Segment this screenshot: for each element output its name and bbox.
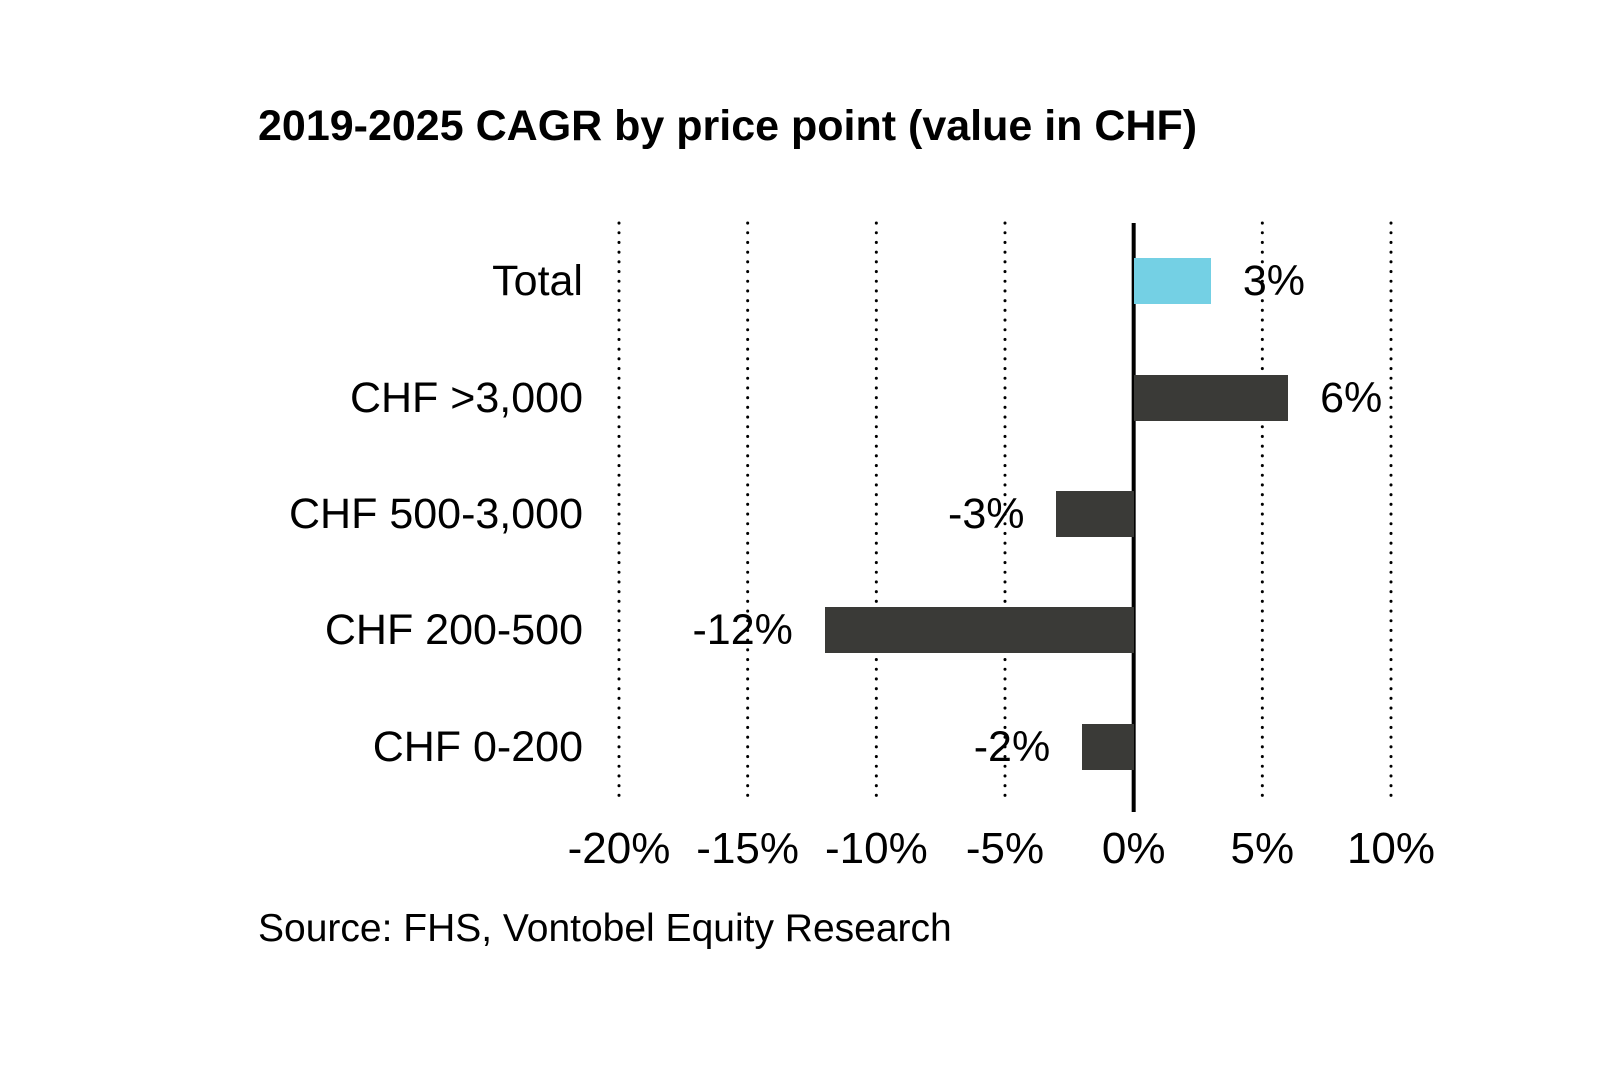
x-tick-label: -5% — [965, 824, 1045, 873]
category-label: CHF 500-3,000 — [289, 490, 583, 538]
x-tick-label: 5% — [1230, 824, 1295, 873]
bar — [1133, 374, 1289, 421]
bar — [1082, 723, 1134, 770]
x-tick-label: 10% — [1346, 824, 1436, 873]
category-label: CHF >3,000 — [349, 373, 583, 422]
category-label: CHF 0-200 — [372, 722, 583, 771]
value-label: 6% — [1320, 373, 1383, 422]
x-tick-label: -15% — [696, 824, 800, 873]
bar — [824, 607, 1134, 654]
category-label: CHF 200-500 — [324, 606, 583, 655]
value-label: -12% — [692, 606, 793, 655]
x-tick-label: 0% — [1101, 824, 1166, 873]
x-tick-label: -20% — [567, 824, 671, 873]
value-label: -3% — [948, 490, 1025, 538]
value-label: 3% — [1242, 257, 1306, 306]
bar — [1133, 258, 1211, 305]
x-tick-label: -10% — [824, 824, 928, 873]
value-label: -2% — [973, 722, 1051, 771]
category-label: Total — [492, 257, 583, 306]
source-note: Source: FHS, Vontobel Equity Research — [258, 907, 952, 950]
chart-title: 2019-2025 CAGR by price point (value in … — [258, 102, 1198, 150]
bar — [1056, 491, 1134, 537]
